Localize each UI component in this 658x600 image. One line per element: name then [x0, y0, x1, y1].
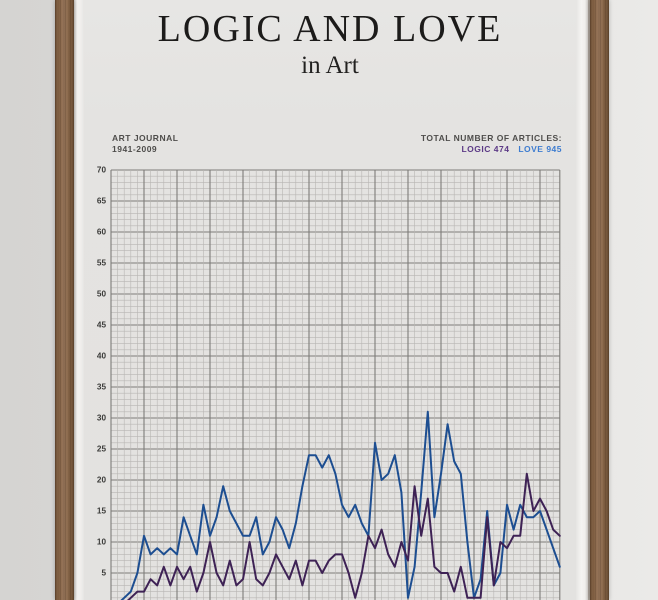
legend-love: LOVE 945	[518, 144, 562, 154]
poster-paper-edge-left	[74, 0, 84, 600]
poster-paper-edge-right	[576, 0, 588, 600]
frame-left-bar	[55, 0, 74, 600]
totals-block: TOTAL NUMBER OF ARTICLES: LOGIC 474 LOVE…	[421, 133, 562, 155]
totals-label: TOTAL NUMBER OF ARTICLES:	[420, 133, 562, 143]
poster: LOGIC AND LOVE in Art ART JOURNAL 1941-2…	[84, 0, 576, 600]
source-years: 1941-2009	[112, 144, 158, 154]
frame-right-bar	[590, 0, 609, 600]
legend-logic: LOGIC 474	[461, 144, 510, 154]
frame-gap-shadow	[588, 0, 590, 600]
poster-title: LOGIC AND LOVE	[157, 8, 503, 50]
legend-row: LOGIC 474 LOVE 945	[421, 144, 562, 155]
source-label: ART JOURNAL	[112, 133, 179, 143]
poster-subtitle: in Art	[301, 52, 359, 79]
source-block: ART JOURNAL 1941-2009	[112, 133, 178, 155]
